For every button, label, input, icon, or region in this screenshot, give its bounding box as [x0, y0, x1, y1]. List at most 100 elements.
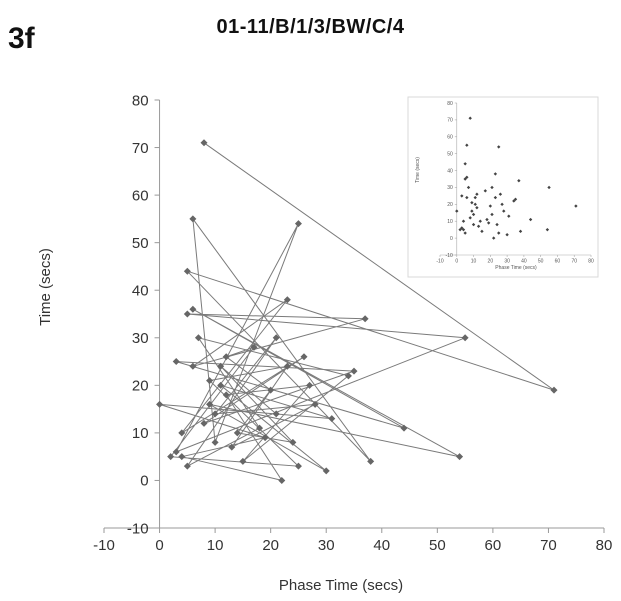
inset-data-point — [491, 236, 496, 240]
inset-y-tick-label: 50 — [447, 151, 453, 157]
inset-data-point — [493, 195, 498, 200]
inset-x-tick-label: 70 — [571, 259, 577, 265]
inset-data-point — [473, 202, 477, 207]
inset-y-tick-label: -10 — [446, 253, 453, 259]
data-point — [311, 400, 319, 408]
inset-data-point — [455, 209, 459, 213]
inset-data-point — [505, 233, 509, 237]
data-point — [206, 377, 214, 385]
inset-data-point — [473, 195, 477, 200]
inset-y-tick-label: 30 — [447, 185, 453, 191]
inset-data-point — [502, 209, 506, 213]
data-point — [456, 453, 464, 461]
inset-data-point — [458, 227, 462, 232]
data-point — [239, 457, 247, 465]
inset-data-point — [488, 204, 493, 208]
data-point — [183, 310, 191, 318]
data-point — [306, 381, 314, 389]
inset-data-point — [468, 116, 472, 120]
inset-x-axis-label: Phase Time (secs) — [495, 265, 537, 271]
data-point — [294, 462, 302, 470]
data-point — [228, 443, 236, 451]
inset-y-tick-label: 70 — [447, 118, 453, 124]
data-point — [189, 305, 197, 313]
inset-y-tick-label: 10 — [447, 219, 453, 225]
inset-y-axis-label: Time (secs) — [415, 157, 421, 183]
inset-data-point — [471, 222, 476, 227]
data-point — [211, 410, 219, 418]
data-point — [272, 334, 280, 342]
inset-data-point — [470, 209, 474, 213]
inset-frame — [407, 96, 599, 278]
inset-data-point — [466, 185, 471, 190]
inset-data-point — [497, 231, 501, 235]
inset-data-point — [490, 212, 494, 217]
inset-x-tick-label: 40 — [521, 259, 527, 265]
data-point — [283, 362, 291, 370]
inset-data-point — [463, 231, 467, 235]
data-point — [194, 334, 202, 342]
inset-x-tick-label: 10 — [471, 259, 477, 265]
data-point — [222, 391, 230, 399]
data-point — [344, 372, 352, 380]
inset-data-point — [493, 172, 498, 176]
y-tick-label: 20 — [132, 378, 149, 395]
data-point — [261, 434, 269, 442]
inset-y-tick-label: 0 — [450, 236, 453, 242]
inset-data-point — [498, 192, 503, 196]
data-point — [178, 453, 186, 461]
inset-data-point — [528, 217, 533, 222]
data-point — [267, 386, 275, 394]
inset-data-point — [486, 221, 491, 225]
inset-data-point — [512, 199, 516, 203]
inset-x-tick-label: 30 — [504, 259, 510, 265]
data-point — [222, 353, 230, 361]
chart-title: 01-11/B/1/3/BW/C/4 — [216, 16, 405, 38]
y-tick-label: 0 — [140, 473, 148, 490]
x-tick-label: 30 — [318, 537, 335, 554]
data-point — [400, 424, 408, 432]
data-point — [272, 410, 280, 418]
inset-data-point — [475, 192, 479, 196]
inset-data-point — [497, 145, 501, 149]
y-axis-label: Time (secs) — [37, 248, 54, 326]
x-tick-label: 10 — [207, 537, 224, 554]
panel-label: 3f — [8, 22, 35, 55]
inset-x-tick-label: 20 — [488, 259, 494, 265]
y-tick-label: 70 — [132, 140, 149, 157]
data-point — [350, 367, 358, 375]
data-point — [206, 400, 214, 408]
inset-y-tick-label: 80 — [447, 101, 453, 107]
y-tick-label: 30 — [132, 330, 149, 347]
inset-data-point — [574, 204, 578, 208]
inset-data-point — [480, 229, 484, 234]
inset-data-point — [478, 219, 482, 223]
data-point — [250, 343, 258, 351]
x-tick-label: 0 — [155, 537, 163, 554]
data-point — [200, 139, 208, 147]
data-point — [156, 400, 164, 408]
inset-data-point — [547, 185, 551, 190]
inset-data-point — [483, 189, 487, 193]
data-point — [200, 419, 208, 427]
inset-data-point — [476, 224, 481, 228]
inset-data-point — [465, 195, 469, 200]
data-point — [211, 438, 219, 446]
data-point — [172, 448, 180, 456]
inset-x-tick-label: 60 — [555, 259, 561, 265]
inset-x-tick-label: 80 — [588, 259, 594, 265]
y-tick-label: 40 — [132, 282, 149, 299]
data-point — [217, 362, 225, 370]
x-axis-label: Phase Time (secs) — [279, 577, 403, 594]
data-point — [256, 424, 264, 432]
data-point — [183, 462, 191, 470]
data-point — [233, 429, 241, 437]
data-point — [283, 296, 291, 304]
inset-data-point — [461, 219, 466, 223]
data-point — [300, 353, 308, 361]
inset-data-point — [485, 217, 489, 222]
y-tick-label: 60 — [132, 187, 149, 204]
x-tick-label: 40 — [373, 537, 390, 554]
inset-y-tick-label: 60 — [447, 135, 453, 141]
